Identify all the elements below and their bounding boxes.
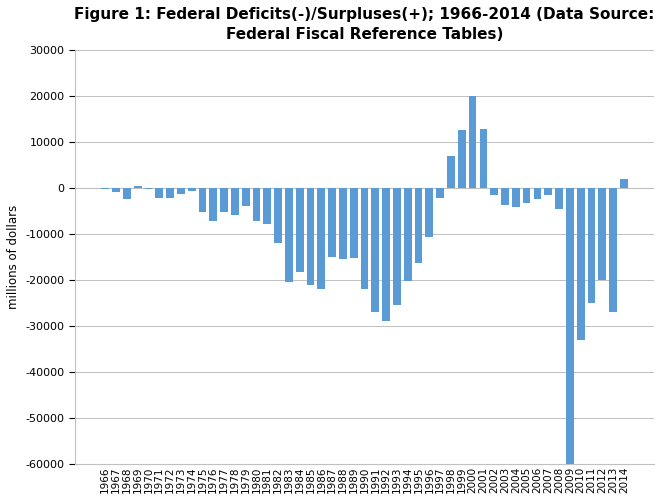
Bar	[188, 188, 196, 190]
Bar	[329, 188, 336, 257]
Bar	[210, 188, 217, 222]
Bar	[220, 188, 228, 212]
Bar	[598, 188, 606, 280]
Bar	[264, 188, 271, 224]
Bar	[307, 188, 315, 286]
Title: Figure 1: Federal Deficits(-)/Surpluses(+); 1966-2014 (Data Source:
Federal Fisc: Figure 1: Federal Deficits(-)/Surpluses(…	[74, 7, 655, 42]
Bar	[382, 188, 390, 321]
Bar	[436, 188, 444, 198]
Bar	[231, 188, 239, 214]
Bar	[458, 130, 466, 188]
Bar	[566, 188, 574, 500]
Bar	[101, 188, 109, 189]
Bar	[523, 188, 531, 202]
Bar	[317, 188, 325, 290]
Bar	[544, 188, 552, 195]
Bar	[361, 188, 368, 289]
Bar	[426, 188, 433, 237]
Bar	[274, 188, 282, 243]
Bar	[145, 188, 152, 189]
Bar	[134, 186, 141, 188]
Bar	[533, 188, 541, 200]
Bar	[609, 188, 617, 312]
Bar	[112, 188, 120, 192]
Y-axis label: millions of dollars: millions of dollars	[7, 204, 20, 309]
Bar	[577, 188, 584, 340]
Bar	[155, 188, 163, 198]
Bar	[177, 188, 185, 194]
Bar	[512, 188, 520, 206]
Bar	[404, 188, 412, 281]
Bar	[490, 188, 498, 195]
Bar	[620, 178, 628, 188]
Bar	[123, 188, 131, 200]
Bar	[285, 188, 293, 282]
Bar	[339, 188, 347, 259]
Bar	[296, 188, 303, 272]
Bar	[253, 188, 260, 222]
Bar	[588, 188, 596, 303]
Bar	[447, 156, 455, 188]
Bar	[555, 188, 563, 209]
Bar	[198, 188, 206, 212]
Bar	[414, 188, 422, 264]
Bar	[393, 188, 401, 305]
Bar	[469, 96, 477, 188]
Bar	[479, 129, 487, 188]
Bar	[350, 188, 358, 258]
Bar	[166, 188, 174, 198]
Bar	[501, 188, 509, 206]
Bar	[371, 188, 379, 312]
Bar	[242, 188, 250, 206]
